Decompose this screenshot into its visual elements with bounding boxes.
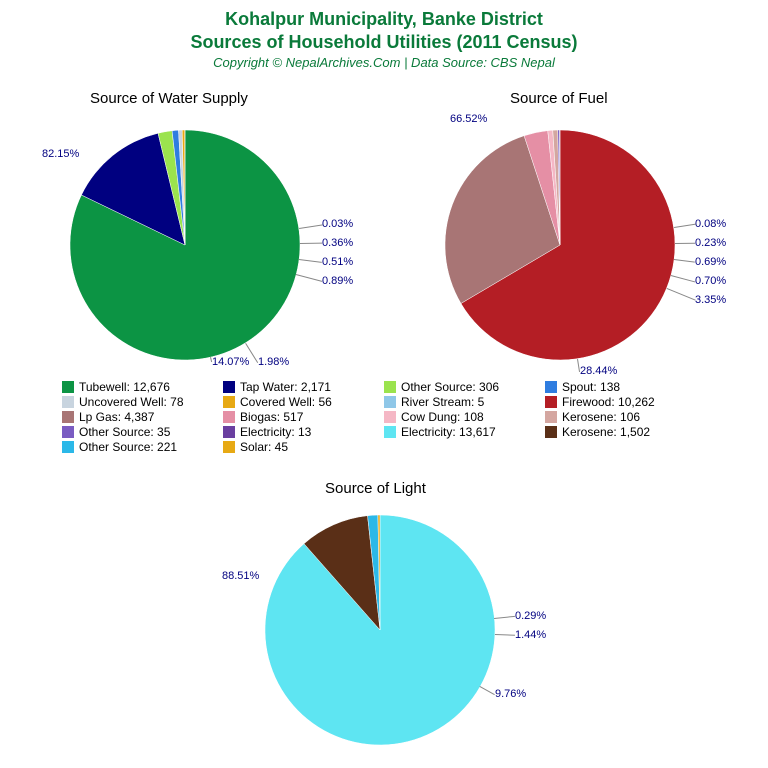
legend-label: Biogas: 517 [240,410,303,424]
legend-item: Spout: 138 [545,380,706,394]
pct-label: 0.08% [695,218,726,230]
legend-label: Uncovered Well: 78 [79,395,184,409]
legend-label: Solar: 45 [240,440,288,454]
pct-label: 0.36% [322,237,353,249]
light-chart-title: Source of Light [325,480,426,497]
legend-label: Cow Dung: 108 [401,410,484,424]
legend-swatch [384,411,396,423]
legend-label: Lp Gas: 4,387 [79,410,154,424]
legend-swatch [384,426,396,438]
legend-swatch [223,426,235,438]
legend-item: Biogas: 517 [223,410,384,424]
legend-item: Uncovered Well: 78 [62,395,223,409]
legend-item: Other Source: 306 [384,380,545,394]
pct-label: 1.98% [258,356,289,368]
legend-label: Kerosene: 1,502 [562,425,650,439]
legend-item: Solar: 45 [223,440,384,454]
legend-label: Kerosene: 106 [562,410,640,424]
legend-item: Other Source: 35 [62,425,223,439]
legend-label: Electricity: 13,617 [401,425,496,439]
pct-label: 0.70% [695,275,726,287]
legend-swatch [384,396,396,408]
legend-label: Other Source: 306 [401,380,499,394]
legend-item: Tap Water: 2,171 [223,380,384,394]
main-title: Kohalpur Municipality, Banke District So… [0,0,768,53]
pct-label: 1.44% [515,629,546,641]
legend-item: Covered Well: 56 [223,395,384,409]
legend-swatch [62,441,74,453]
pct-label: 0.51% [322,256,353,268]
legend-swatch [545,381,557,393]
legend-label: Tap Water: 2,171 [240,380,331,394]
pct-label: 14.07% [212,356,249,368]
legend-swatch [223,381,235,393]
legend-item: Firewood: 10,262 [545,395,706,409]
legend-item: Other Source: 221 [62,440,223,454]
legend-label: Other Source: 221 [79,440,177,454]
legend-swatch [545,426,557,438]
legend-item: Lp Gas: 4,387 [62,410,223,424]
chart-container: Kohalpur Municipality, Banke District So… [0,0,768,768]
pct-label: 0.89% [322,275,353,287]
water-chart-title: Source of Water Supply [90,90,248,107]
legend-swatch [223,441,235,453]
legend-swatch [62,411,74,423]
legend-item: River Stream: 5 [384,395,545,409]
legend-label: Other Source: 35 [79,425,170,439]
legend-swatch [62,381,74,393]
fuel-main-pct: 66.52% [450,113,487,125]
legend-label: Spout: 138 [562,380,620,394]
subtitle: Copyright © NepalArchives.Com | Data Sou… [0,53,768,70]
legend-swatch [62,396,74,408]
light-main-pct: 88.51% [222,570,259,582]
pct-label: 0.69% [695,256,726,268]
legend-label: Electricity: 13 [240,425,311,439]
legend-item: Kerosene: 106 [545,410,706,424]
legend-swatch [545,411,557,423]
pct-label: 0.03% [322,218,353,230]
legend-item: Cow Dung: 108 [384,410,545,424]
legend-swatch [223,411,235,423]
pct-label: 0.29% [515,610,546,622]
water-main-pct: 82.15% [42,148,79,160]
pct-label: 28.44% [580,365,617,377]
pct-label: 9.76% [495,688,526,700]
legend-item: Tubewell: 12,676 [62,380,223,394]
legend-label: Covered Well: 56 [240,395,332,409]
legend-item: Electricity: 13,617 [384,425,545,439]
legend-swatch [223,396,235,408]
legend-item: Kerosene: 1,502 [545,425,706,439]
light-pie [260,510,500,750]
pct-label: 3.35% [695,294,726,306]
legend-label: Tubewell: 12,676 [79,380,170,394]
fuel-chart-title: Source of Fuel [510,90,608,107]
legend-swatch [384,381,396,393]
legend-label: Firewood: 10,262 [562,395,655,409]
water-pie [65,125,305,365]
legend: Tubewell: 12,676 Tap Water: 2,171 Other So… [62,380,706,455]
legend-swatch [62,426,74,438]
fuel-pie [440,125,680,365]
legend-label: River Stream: 5 [401,395,484,409]
legend-item: Electricity: 13 [223,425,384,439]
legend-swatch [545,396,557,408]
pct-label: 0.23% [695,237,726,249]
